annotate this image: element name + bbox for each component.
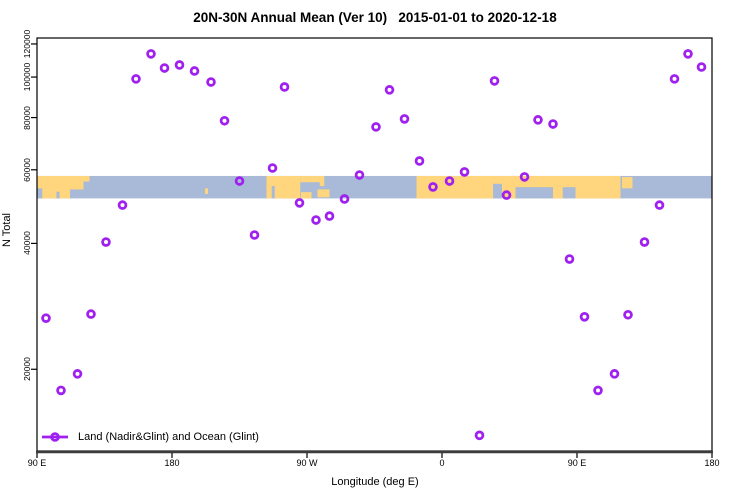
data-point-marker — [72, 369, 83, 379]
y-tick-label: 20000 — [22, 357, 32, 382]
data-point-marker — [324, 211, 335, 221]
map-band-land — [301, 192, 312, 199]
x-tick-label: 90 E — [567, 458, 587, 468]
data-point-marker — [384, 85, 395, 95]
map-band-land — [205, 188, 208, 194]
data-point-marker — [131, 74, 141, 84]
data-point-marker — [639, 237, 650, 247]
data-point-marker — [234, 176, 245, 186]
y-tick-label: 100000 — [22, 62, 32, 92]
data-point-marker — [249, 230, 260, 240]
data-point-marker — [683, 49, 693, 59]
map-band-land — [83, 175, 90, 182]
data-point-marker — [444, 176, 455, 186]
data-point-marker — [474, 430, 485, 441]
plot-frame — [36, 37, 713, 452]
map-band-water — [493, 183, 502, 199]
map-band-water — [562, 187, 576, 199]
data-point-marker — [219, 115, 230, 126]
data-point-marker — [101, 237, 111, 247]
data-point-marker — [533, 115, 543, 125]
data-point-marker — [428, 182, 438, 192]
data-point-marker — [206, 77, 216, 87]
y-tick-label: 120000 — [22, 29, 32, 59]
legend-marker-icon — [42, 431, 68, 442]
data-point-marker — [339, 194, 350, 204]
data-point-marker — [117, 200, 128, 210]
data-point-marker — [519, 172, 530, 182]
data-point-marker — [548, 119, 558, 129]
map-band-land — [622, 177, 633, 189]
data-point-marker — [354, 170, 365, 180]
data-point-marker — [189, 66, 200, 76]
data-point-marker — [159, 63, 170, 73]
y-tick-label: 60000 — [22, 157, 32, 182]
legend: Land (Nadir&Glint) and Ocean (Glint) — [41, 429, 259, 444]
data-point-marker — [86, 309, 96, 319]
data-point-marker — [311, 215, 321, 225]
data-point-marker — [56, 385, 66, 396]
data-point-marker — [654, 200, 665, 210]
data-point-marker — [459, 167, 470, 177]
data-point-marker — [696, 62, 707, 72]
data-point-marker — [593, 385, 603, 396]
x-tick-label: 180 — [164, 458, 180, 468]
data-point-marker — [41, 313, 51, 323]
legend-label: Land (Nadir&Glint) and Ocean (Glint) — [78, 430, 259, 443]
data-point-marker — [579, 312, 590, 322]
data-point-marker — [267, 163, 278, 173]
x-tick-label: 180 — [704, 458, 720, 468]
data-point-marker — [669, 74, 680, 84]
data-point-marker — [414, 156, 425, 166]
data-point-marker — [294, 198, 305, 208]
map-band-land — [319, 175, 325, 187]
map-band-water — [56, 191, 60, 199]
data-point-marker — [174, 60, 185, 70]
map-band-water — [271, 186, 275, 199]
x-tick-label: 90 W — [296, 458, 318, 468]
x-axis-label: Longitude (deg E) — [331, 476, 419, 488]
map-band-land — [37, 175, 70, 199]
data-point-marker — [489, 76, 500, 86]
data-point-marker — [371, 122, 381, 132]
data-point-marker — [279, 82, 290, 92]
data-point-marker — [146, 49, 156, 59]
y-tick-label: 80000 — [22, 105, 32, 130]
x-tick-label: 0 — [439, 458, 445, 468]
data-point-marker — [501, 190, 512, 200]
x-tick-label: 90 E — [27, 458, 47, 468]
map-band-land — [70, 175, 84, 190]
chart-title: 20N-30N Annual Mean (Ver 10) 2015-01-01 … — [193, 10, 557, 25]
data-point-marker — [564, 254, 575, 264]
data-point-marker — [609, 369, 620, 379]
map-band-land — [280, 175, 301, 199]
y-tick-label: 40000 — [22, 231, 32, 256]
map-band-water — [37, 188, 43, 199]
data-point-marker — [623, 309, 633, 320]
data-point-marker — [399, 114, 410, 124]
map-band-land — [300, 175, 321, 183]
map-band-land — [317, 189, 330, 198]
map-band-water — [515, 187, 553, 199]
